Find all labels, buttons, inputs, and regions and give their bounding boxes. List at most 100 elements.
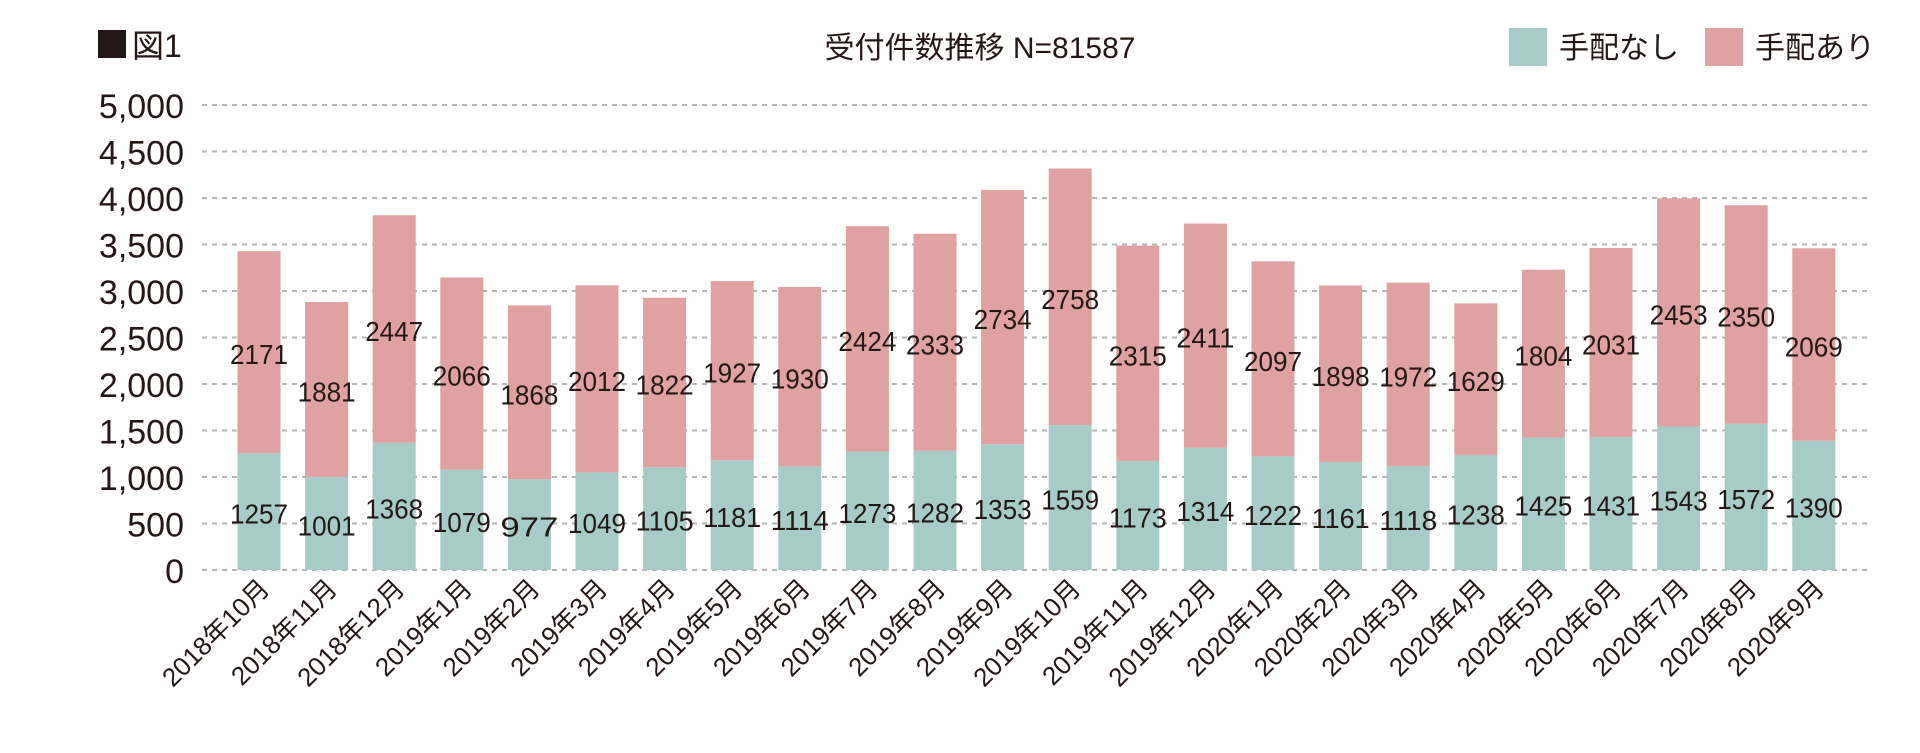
data-label: 1238 bbox=[1447, 499, 1505, 530]
data-label: 1543 bbox=[1650, 485, 1708, 516]
data-label: 2453 bbox=[1650, 299, 1708, 330]
bar-segment-tehai-ari bbox=[1724, 205, 1768, 424]
bar-segment-tehai-nashi bbox=[643, 467, 687, 570]
y-tick-label: 3,500 bbox=[99, 228, 184, 266]
bar-segment-tehai-nashi bbox=[237, 453, 281, 570]
bar-segment-tehai-nashi bbox=[1792, 440, 1836, 570]
data-label: 2734 bbox=[974, 304, 1032, 335]
bar-segment-tehai-nashi bbox=[1454, 454, 1498, 570]
bar-segment-tehai-ari bbox=[575, 285, 619, 473]
y-tick-label: 4,000 bbox=[99, 181, 184, 219]
data-label: 1930 bbox=[771, 364, 829, 395]
data-label: 1927 bbox=[703, 358, 761, 389]
bar-segment-tehai-ari bbox=[845, 226, 889, 452]
data-label: 2350 bbox=[1717, 302, 1775, 333]
bar-segment-tehai-nashi bbox=[981, 444, 1025, 570]
data-label: 977 bbox=[500, 512, 558, 543]
bar-segment-tehai-nashi bbox=[1521, 437, 1565, 570]
data-label: 1282 bbox=[906, 497, 964, 528]
bar-segment-tehai-ari bbox=[981, 189, 1025, 445]
data-label: 1314 bbox=[1176, 496, 1234, 527]
bar-segment-tehai-ari bbox=[1386, 282, 1430, 467]
bar-segment-tehai-ari bbox=[1792, 248, 1836, 441]
data-label: 1881 bbox=[298, 376, 356, 407]
data-label: 1114 bbox=[771, 505, 829, 536]
data-label: 1972 bbox=[1379, 361, 1437, 392]
bar-segment-tehai-ari bbox=[1116, 245, 1160, 461]
data-label: 1273 bbox=[838, 498, 896, 529]
data-label: 1173 bbox=[1109, 502, 1167, 533]
bar-segment-tehai-ari bbox=[778, 286, 822, 467]
bar-segment-tehai-ari bbox=[507, 305, 551, 480]
data-label: 1390 bbox=[1785, 492, 1843, 523]
bar-segment-tehai-ari bbox=[305, 301, 349, 477]
data-label: 2447 bbox=[365, 316, 423, 347]
bar-segment-tehai-ari bbox=[440, 277, 484, 470]
bar-segment-tehai-nashi bbox=[507, 479, 551, 570]
data-label: 2097 bbox=[1244, 346, 1302, 377]
bar-segment-tehai-nashi bbox=[575, 472, 619, 570]
legend-swatch bbox=[1509, 28, 1547, 66]
gridlines bbox=[202, 104, 1869, 571]
data-label: 1222 bbox=[1244, 500, 1302, 531]
bar-segment-tehai-ari bbox=[913, 233, 957, 451]
data-label: 1822 bbox=[636, 370, 694, 401]
bar-segment-tehai-nashi bbox=[1116, 460, 1160, 570]
bar-segment-tehai-ari bbox=[1657, 198, 1701, 427]
data-label: 2424 bbox=[838, 326, 896, 357]
bar-segment-tehai-nashi bbox=[1251, 456, 1295, 570]
data-label: 2333 bbox=[906, 329, 964, 360]
bar-segment-tehai-ari bbox=[1521, 269, 1565, 438]
data-label: 1898 bbox=[1312, 361, 1370, 392]
bar-segment-tehai-ari bbox=[1048, 168, 1092, 426]
bars: 1257 2171 1001 1881 1368 2447 1079 2066 977 1868 1… bbox=[230, 168, 1843, 570]
data-label: 1431 bbox=[1582, 490, 1640, 521]
data-label: 1353 bbox=[974, 494, 1032, 525]
bar-segment-tehai-ari bbox=[643, 297, 687, 468]
bar-segment-tehai-nashi bbox=[1657, 426, 1701, 570]
bar-segment-tehai-nashi bbox=[372, 442, 416, 570]
data-label: 1629 bbox=[1447, 366, 1505, 397]
y-tick-label: 4,500 bbox=[99, 135, 184, 173]
figure-label-marker bbox=[98, 30, 126, 58]
data-label: 1368 bbox=[365, 493, 423, 524]
data-label: 1118 bbox=[1379, 505, 1437, 536]
bar-segment-tehai-ari bbox=[1319, 285, 1363, 463]
y-tick-label: 3,000 bbox=[99, 274, 184, 312]
y-tick-label: 5,000 bbox=[99, 88, 184, 126]
x-axis: 2018年10月2018年11月2018年12月2019年1月2019年2月20… bbox=[156, 573, 1830, 692]
bar-segment-tehai-nashi bbox=[1724, 423, 1768, 570]
bar-segment-tehai-ari bbox=[1454, 303, 1498, 455]
figure-label: 図1 bbox=[98, 28, 182, 64]
data-label: 1257 bbox=[230, 499, 288, 530]
data-label: 2171 bbox=[230, 339, 288, 370]
data-label: 1559 bbox=[1041, 485, 1099, 516]
y-tick-label: 500 bbox=[127, 507, 184, 545]
y-tick-label: 2,000 bbox=[99, 367, 184, 405]
data-label: 1161 bbox=[1312, 503, 1370, 534]
data-label: 2069 bbox=[1785, 332, 1843, 363]
y-axis: 0 500 1,000 1,500 2,000 2,500 3,000 3,500 4,000 4… bbox=[99, 88, 184, 591]
data-label: 2758 bbox=[1041, 284, 1099, 315]
bar-segment-tehai-nashi bbox=[305, 476, 349, 570]
data-label: 2031 bbox=[1582, 329, 1640, 360]
bar-segment-tehai-nashi bbox=[1183, 447, 1227, 570]
data-label: 1049 bbox=[568, 508, 626, 539]
y-tick-label: 1,000 bbox=[99, 460, 184, 498]
data-label: 2012 bbox=[568, 366, 626, 397]
legend: 手配なし 手配あり bbox=[1509, 28, 1875, 66]
data-label: 2411 bbox=[1176, 323, 1234, 354]
data-label: 1105 bbox=[636, 506, 694, 537]
bar-segment-tehai-ari bbox=[710, 280, 754, 461]
bar-segment-tehai-nashi bbox=[778, 466, 822, 570]
bar-segment-tehai-nashi bbox=[1048, 425, 1092, 570]
data-label: 1804 bbox=[1514, 341, 1572, 372]
bar-segment-tehai-ari bbox=[1251, 261, 1295, 457]
bar-segment-tehai-nashi bbox=[913, 450, 957, 570]
data-label: 2315 bbox=[1109, 340, 1167, 371]
legend-swatch bbox=[1705, 28, 1743, 66]
bar-segment-tehai-ari bbox=[1589, 248, 1633, 437]
data-label: 1079 bbox=[433, 507, 491, 538]
data-label: 1001 bbox=[298, 510, 356, 541]
bar-segment-tehai-nashi bbox=[1319, 462, 1363, 570]
